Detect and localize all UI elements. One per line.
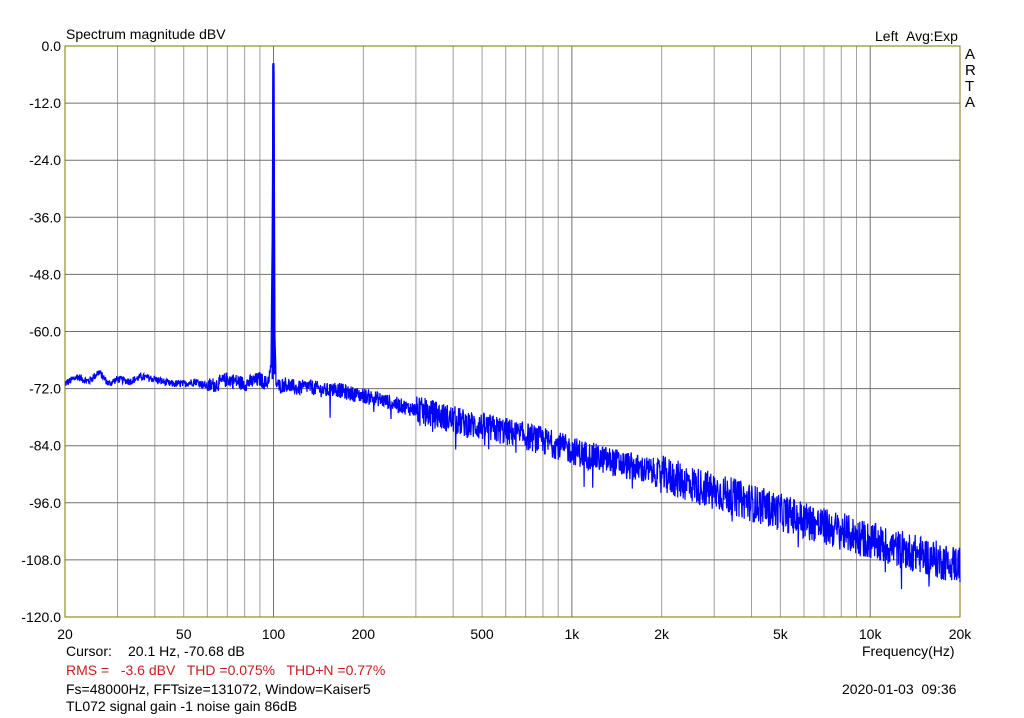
brand-letter: T (965, 78, 975, 95)
x-tick-label: 5k (773, 626, 789, 642)
x-tick-label: 20k (949, 626, 973, 642)
y-tick-label: -60.0 (29, 324, 61, 340)
measurement-note: TL072 signal gain -1 noise gain 86dB (66, 698, 298, 714)
y-tick-label: -84.0 (29, 438, 61, 454)
x-tick-label: 50 (176, 626, 192, 642)
y-axis-tick-labels: 0.0 -12.0 -24.0 -36.0 -48.0 -60.0 -72.0 -84.0 -9… (21, 38, 61, 625)
x-tick-label: 200 (352, 626, 376, 642)
y-tick-label: 0.0 (42, 38, 62, 54)
brand-letter: A (965, 46, 976, 63)
brand-letter: R (965, 62, 976, 79)
x-tick-label: 2k (654, 626, 670, 642)
y-tick-label: -12.0 (29, 95, 61, 111)
channel-label: Left (875, 28, 899, 44)
cursor-readout: 20.1 Hz, -70.68 dB (128, 643, 245, 659)
averaging-label: Avg:Exp (906, 28, 958, 44)
y-tick-label: -120.0 (21, 609, 61, 625)
x-tick-label: 20 (57, 626, 73, 642)
y-tick-label: -108.0 (21, 552, 61, 568)
fundamental-tone-peak (271, 62, 276, 380)
y-tick-label: -72.0 (29, 381, 61, 397)
datetime: 2020-01-03 09:36 (842, 681, 957, 697)
chart-title: Spectrum magnitude dBV (66, 26, 226, 42)
y-tick-label: -24.0 (29, 152, 61, 168)
rms-thd-readout: RMS = -3.6 dBV THD =0.075% THD+N =0.77% (66, 662, 386, 678)
y-tick-label: -48.0 (29, 266, 61, 282)
y-tick-label: -36.0 (29, 209, 61, 225)
fft-info: Fs=48000Hz, FFTsize=131072, Window=Kaise… (66, 681, 371, 697)
y-tick-label: -96.0 (29, 495, 61, 511)
spectrum-trace (64, 62, 961, 590)
x-tick-label: 500 (470, 626, 494, 642)
x-tick-label: 10k (859, 626, 883, 642)
x-tick-label: 1k (564, 626, 580, 642)
x-axis-tick-labels: 20 50 100 200 500 1k 2k 5k 10k 20k (57, 626, 972, 642)
x-tick-label: 100 (262, 626, 286, 642)
spectrum-noise-line (64, 63, 961, 590)
brand-vertical: A R T A (965, 47, 976, 111)
cursor-label: Cursor: (66, 643, 112, 659)
x-axis-label: Frequency(Hz) (862, 643, 955, 659)
brand-letter: A (965, 94, 976, 111)
plot-frame (64, 45, 961, 618)
